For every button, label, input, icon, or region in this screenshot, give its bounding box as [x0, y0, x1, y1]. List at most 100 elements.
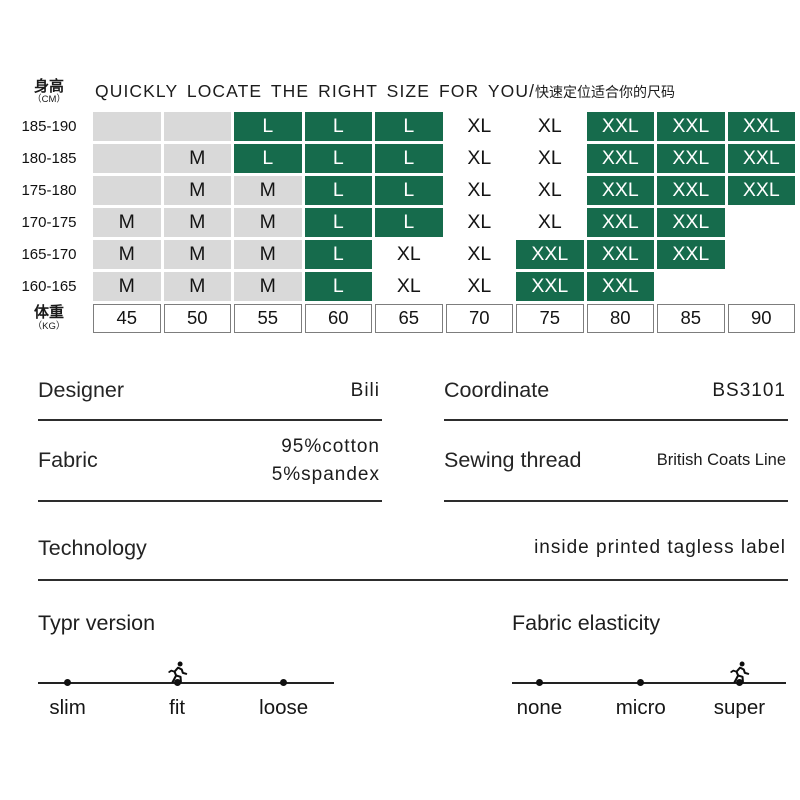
fabric-elasticity-track: none micro super: [512, 642, 786, 734]
height-range-label: 185-190: [21, 117, 77, 135]
empty-cell: [93, 175, 161, 205]
empty-cell: [727, 271, 795, 301]
size-cell: XXL: [727, 111, 795, 141]
slider-line: [512, 681, 786, 684]
sliders-section: Typr version slim fit loose Fabric elastic…: [0, 581, 800, 734]
size-cell: M: [163, 271, 231, 301]
chart-title-en: QUICKLY LOCATE THE RIGHT SIZE FOR YOU: [95, 80, 530, 101]
weight-cell: 50: [163, 303, 231, 333]
size-cell: M: [163, 239, 231, 269]
weight-cell: 80: [586, 303, 654, 333]
size-cell: M: [163, 175, 231, 205]
detail-designer: Designer Bili: [38, 353, 382, 422]
detail-label: Fabric: [38, 448, 98, 473]
slider-dot: [64, 679, 72, 687]
size-cell: XL: [516, 143, 584, 173]
slider-title: Typr version: [38, 610, 156, 635]
size-cell: XXL: [657, 111, 725, 141]
size-cell: XL: [445, 207, 513, 237]
size-cell: L: [304, 207, 372, 237]
size-cell: M: [93, 239, 161, 269]
detail-fabric: Fabric 95%cotton 5%spandex: [38, 421, 382, 503]
size-cell: M: [93, 207, 161, 237]
size-cell: M: [234, 207, 302, 237]
height-range-label: 170-175: [21, 213, 77, 231]
size-cell: XXL: [586, 207, 654, 237]
size-cell: XL: [445, 111, 513, 141]
size-cell: L: [234, 143, 302, 173]
size-cell: L: [375, 207, 443, 237]
size-cell: XXL: [727, 175, 795, 205]
type-version-track: slim fit loose: [38, 642, 334, 734]
runner-marker: [166, 660, 189, 684]
slider-dot: [280, 679, 288, 687]
size-cell: XXL: [657, 239, 725, 269]
detail-label: Coordinate: [444, 377, 550, 402]
details-section: Designer Bili Coordinate BS3101 Fabric 9…: [0, 333, 800, 581]
runner-icon: [730, 661, 750, 684]
size-cell: XXL: [727, 143, 795, 173]
detail-value: inside printed tagless label: [534, 537, 786, 559]
size-cell: XXL: [657, 143, 725, 173]
height-axis-label: 身高 （CM）: [8, 78, 90, 109]
size-cell: L: [375, 143, 443, 173]
size-cell: XL: [445, 271, 513, 301]
size-cell: XXL: [586, 111, 654, 141]
height-unit-text: （CM）: [32, 94, 66, 106]
size-cell: XXL: [586, 271, 654, 301]
slider-line: [38, 681, 334, 684]
height-range-label: 175-180: [21, 181, 77, 199]
fabric-elasticity-block: Fabric elasticity none micro super: [512, 611, 786, 734]
size-cell: M: [234, 271, 302, 301]
detail-label: Designer: [38, 377, 125, 402]
chart-title-zh: 快速定位适合你的尺码: [535, 83, 676, 100]
empty-cell: [657, 271, 725, 301]
size-cell: M: [234, 239, 302, 269]
weight-cell: 70: [445, 303, 513, 333]
size-cell: XXL: [657, 207, 725, 237]
size-cell: XL: [445, 175, 513, 205]
type-version-block: Typr version slim fit loose: [38, 611, 334, 734]
size-cell: L: [304, 239, 372, 269]
empty-cell: [727, 239, 795, 269]
size-cell: L: [304, 271, 372, 301]
slider-title: Fabric elasticity: [512, 610, 661, 635]
height-range-label: 165-170: [21, 245, 77, 263]
runner-marker: [728, 660, 751, 684]
slider-option-label: micro: [615, 695, 666, 719]
weight-cell: 45: [93, 303, 161, 333]
empty-cell: [163, 111, 231, 141]
size-cell: XXL: [657, 175, 725, 205]
detail-technology: Technology inside printed tagless label: [38, 502, 788, 581]
detail-value: 95%cotton 5%spandex: [271, 436, 380, 485]
size-cell: M: [163, 207, 231, 237]
slider-dot: [535, 679, 543, 687]
slider-option-label: none: [516, 695, 563, 719]
chart-title-separator: /: [529, 80, 536, 101]
size-cell: M: [234, 175, 302, 205]
size-cell: XL: [516, 207, 584, 237]
weight-cell: 75: [516, 303, 584, 333]
detail-sewing-thread: Sewing thread British Coats Line: [444, 421, 788, 503]
weight-axis-label: 体重 （KG）: [8, 304, 90, 333]
empty-cell: [727, 207, 795, 237]
slider-option-label: super: [713, 695, 766, 719]
height-range-label: 180-185: [21, 149, 77, 167]
size-cell: L: [304, 175, 372, 205]
size-cell: XXL: [586, 143, 654, 173]
size-cell: M: [93, 271, 161, 301]
size-cell: XL: [375, 239, 443, 269]
detail-value: BS3101: [712, 379, 786, 401]
size-cell: L: [304, 143, 372, 173]
detail-label: Technology: [38, 535, 147, 560]
empty-cell: [93, 111, 161, 141]
slider-dot: [637, 679, 645, 687]
size-cell: XL: [445, 239, 513, 269]
chart-title: QUICKLY LOCATE THE RIGHT SIZE FOR YOU/快速…: [93, 81, 795, 109]
detail-value: British Coats Line: [656, 450, 786, 469]
size-chart-table: 身高 （CM） QUICKLY LOCATE THE RIGHT SIZE FO…: [8, 78, 795, 333]
weight-cell: 60: [304, 303, 372, 333]
detail-label: Sewing thread: [444, 448, 582, 473]
size-cell: L: [304, 111, 372, 141]
